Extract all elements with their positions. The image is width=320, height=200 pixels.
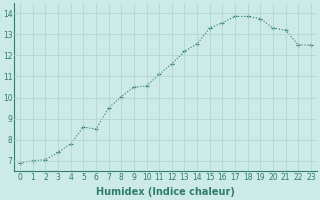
X-axis label: Humidex (Indice chaleur): Humidex (Indice chaleur) [96,187,235,197]
